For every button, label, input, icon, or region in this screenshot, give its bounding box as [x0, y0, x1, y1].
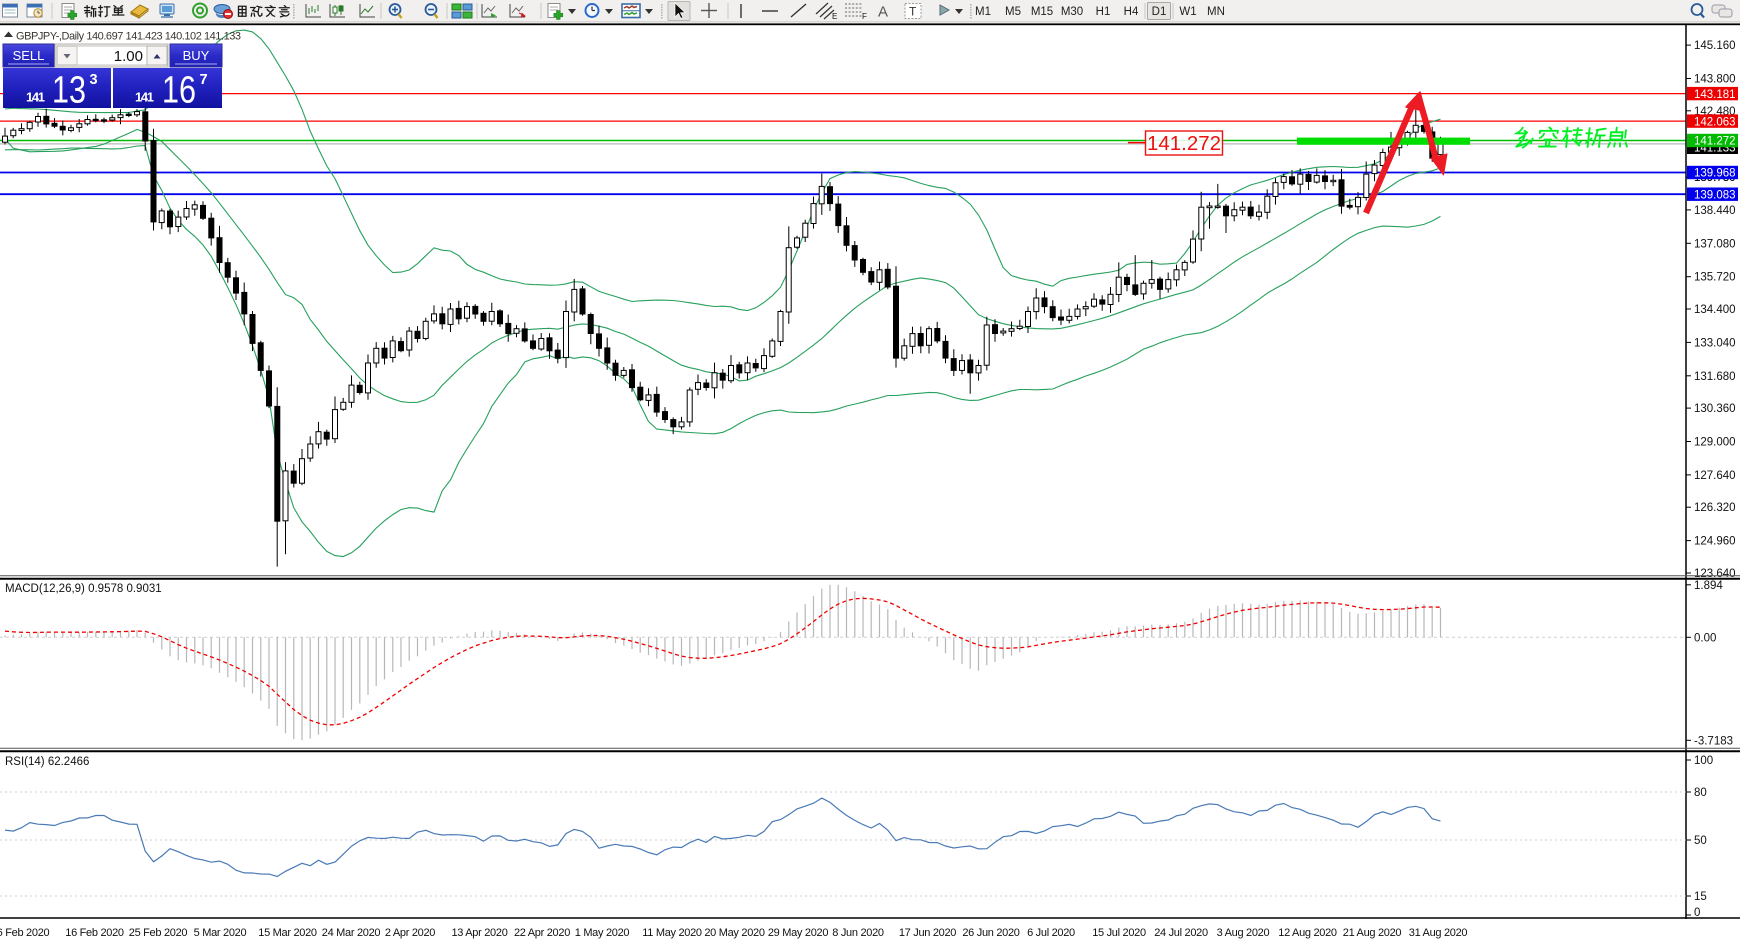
svg-text:7: 7	[200, 72, 208, 88]
svg-text:145.160: 145.160	[1694, 40, 1736, 52]
svg-text:16 Feb 2020: 16 Feb 2020	[65, 927, 124, 939]
svg-text:15 Jul 2020: 15 Jul 2020	[1092, 927, 1146, 939]
svg-text:129.000: 129.000	[1694, 437, 1736, 449]
svg-text:141.272: 141.272	[1694, 136, 1736, 148]
svg-text:E: E	[832, 12, 837, 21]
svg-text:GBPJPY-,Daily 140.697 141.423: GBPJPY-,Daily 140.697 141.423 140.102 14…	[16, 31, 241, 43]
svg-text:25 Feb 2020: 25 Feb 2020	[129, 927, 188, 939]
svg-text:138.440: 138.440	[1694, 205, 1736, 217]
svg-text:2 Apr 2020: 2 Apr 2020	[385, 927, 435, 939]
svg-text:143.800: 143.800	[1694, 74, 1736, 86]
svg-text:H4: H4	[1124, 6, 1139, 18]
svg-text:135.720: 135.720	[1694, 272, 1736, 284]
svg-text:11 May 2020: 11 May 2020	[642, 927, 702, 939]
svg-text:15 Mar 2020: 15 Mar 2020	[258, 927, 317, 939]
svg-text:6 Feb 2020: 6 Feb 2020	[0, 927, 50, 939]
svg-text:22 Apr 2020: 22 Apr 2020	[514, 927, 570, 939]
svg-text:D1: D1	[1152, 6, 1167, 18]
svg-text:123.640: 123.640	[1694, 568, 1736, 580]
svg-text:A: A	[878, 4, 888, 21]
svg-text:141: 141	[26, 90, 45, 105]
svg-text:124.960: 124.960	[1694, 536, 1736, 548]
svg-text:0.00: 0.00	[1694, 632, 1716, 644]
svg-text:1.00: 1.00	[114, 48, 143, 65]
svg-text:24 Mar 2020: 24 Mar 2020	[322, 927, 381, 939]
svg-text:6 Jul 2020: 6 Jul 2020	[1027, 927, 1075, 939]
svg-text:20 May 2020: 20 May 2020	[704, 927, 764, 939]
svg-text:3 Aug 2020: 3 Aug 2020	[1217, 927, 1270, 939]
svg-text:H1: H1	[1096, 6, 1111, 18]
svg-text:15: 15	[1694, 891, 1707, 903]
svg-text:133.040: 133.040	[1694, 337, 1736, 349]
svg-text:M30: M30	[1061, 6, 1083, 18]
svg-text:50: 50	[1694, 835, 1707, 847]
svg-text:MACD(12,26,9) 0.9578 0.9031: MACD(12,26,9) 0.9578 0.9031	[5, 583, 162, 595]
svg-text:8 Jun 2020: 8 Jun 2020	[832, 927, 884, 939]
svg-text:126.320: 126.320	[1694, 502, 1736, 514]
svg-text:13 Apr 2020: 13 Apr 2020	[451, 927, 507, 939]
svg-text:5 Mar 2020: 5 Mar 2020	[194, 927, 247, 939]
svg-text:12 Aug 2020: 12 Aug 2020	[1278, 927, 1337, 939]
svg-text:141.272: 141.272	[1147, 132, 1221, 155]
svg-text:F: F	[862, 12, 867, 21]
svg-text:100: 100	[1694, 755, 1713, 767]
svg-text:SELL: SELL	[13, 48, 45, 63]
svg-text:141: 141	[135, 90, 154, 105]
svg-text:29 May 2020: 29 May 2020	[768, 927, 828, 939]
svg-text:13: 13	[52, 70, 86, 112]
svg-text:M1: M1	[975, 6, 991, 18]
svg-text:21 Aug 2020: 21 Aug 2020	[1343, 927, 1402, 939]
svg-text:RSI(14) 62.2466: RSI(14) 62.2466	[5, 756, 89, 768]
svg-text:137.080: 137.080	[1694, 238, 1736, 250]
svg-text:127.640: 127.640	[1694, 470, 1736, 482]
svg-text:0: 0	[1694, 907, 1700, 919]
svg-text:-3.7183: -3.7183	[1694, 735, 1733, 747]
svg-text:W1: W1	[1179, 6, 1196, 18]
svg-text:16: 16	[162, 70, 196, 112]
svg-text:M5: M5	[1005, 6, 1021, 18]
svg-text:1 May 2020: 1 May 2020	[575, 927, 630, 939]
svg-text:26 Jun 2020: 26 Jun 2020	[962, 927, 1019, 939]
svg-text:139.083: 139.083	[1694, 189, 1736, 201]
svg-text:80: 80	[1694, 787, 1707, 799]
svg-text:T: T	[909, 5, 917, 19]
svg-text:134.400: 134.400	[1694, 304, 1736, 316]
svg-text:131.680: 131.680	[1694, 371, 1736, 383]
svg-text:17 Jun 2020: 17 Jun 2020	[899, 927, 956, 939]
svg-text:M15: M15	[1031, 6, 1053, 18]
svg-text:31 Aug 2020: 31 Aug 2020	[1409, 927, 1468, 939]
svg-text:24 Jul 2020: 24 Jul 2020	[1154, 927, 1208, 939]
svg-text:3: 3	[90, 72, 98, 88]
svg-text:BUY: BUY	[183, 48, 210, 63]
svg-text:139.968: 139.968	[1694, 168, 1736, 180]
svg-text:143.181: 143.181	[1694, 89, 1736, 101]
svg-text:MN: MN	[1207, 6, 1225, 18]
svg-text:130.360: 130.360	[1694, 403, 1736, 415]
svg-text:1.894: 1.894	[1694, 580, 1723, 592]
svg-text:142.063: 142.063	[1694, 116, 1736, 128]
